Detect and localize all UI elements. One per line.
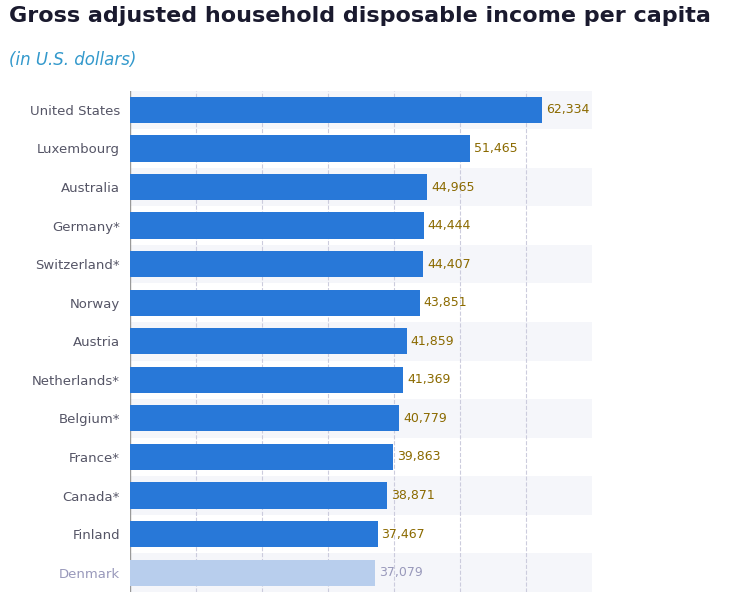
Bar [130,515,592,553]
Bar [130,559,375,586]
Text: 41,859: 41,859 [410,335,454,348]
Text: 37,467: 37,467 [381,527,425,541]
Bar [130,207,592,245]
Text: 37,079: 37,079 [379,566,422,579]
Text: 43,851: 43,851 [424,296,467,309]
Text: 44,407: 44,407 [428,258,471,271]
Bar [130,322,592,361]
Text: (in U.S. dollars): (in U.S. dollars) [9,51,136,69]
Text: 41,369: 41,369 [408,373,451,387]
Bar [130,97,542,123]
Text: 62,334: 62,334 [545,103,589,117]
Bar [130,168,592,207]
Bar [130,91,592,129]
Bar [130,521,378,547]
Bar [130,174,427,200]
Bar [130,399,592,438]
Bar [130,483,387,509]
Bar [130,251,423,277]
Text: 40,779: 40,779 [403,412,447,425]
Text: 38,871: 38,871 [391,489,434,502]
Bar [130,438,592,476]
Bar [130,289,419,316]
Text: 44,444: 44,444 [428,219,471,232]
Bar [130,213,424,239]
Bar [130,553,592,592]
Bar [130,405,399,431]
Text: Gross adjusted household disposable income per capita: Gross adjusted household disposable inco… [9,6,711,26]
Text: 44,965: 44,965 [431,181,475,193]
Bar [130,328,407,355]
Text: 39,863: 39,863 [397,451,441,463]
Bar [130,361,592,399]
Bar [130,444,393,470]
Bar [130,135,470,161]
Bar [130,245,592,283]
Bar [130,129,592,168]
Bar [130,283,592,322]
Bar [130,367,403,393]
Text: 51,465: 51,465 [474,142,518,155]
Bar [130,476,592,515]
